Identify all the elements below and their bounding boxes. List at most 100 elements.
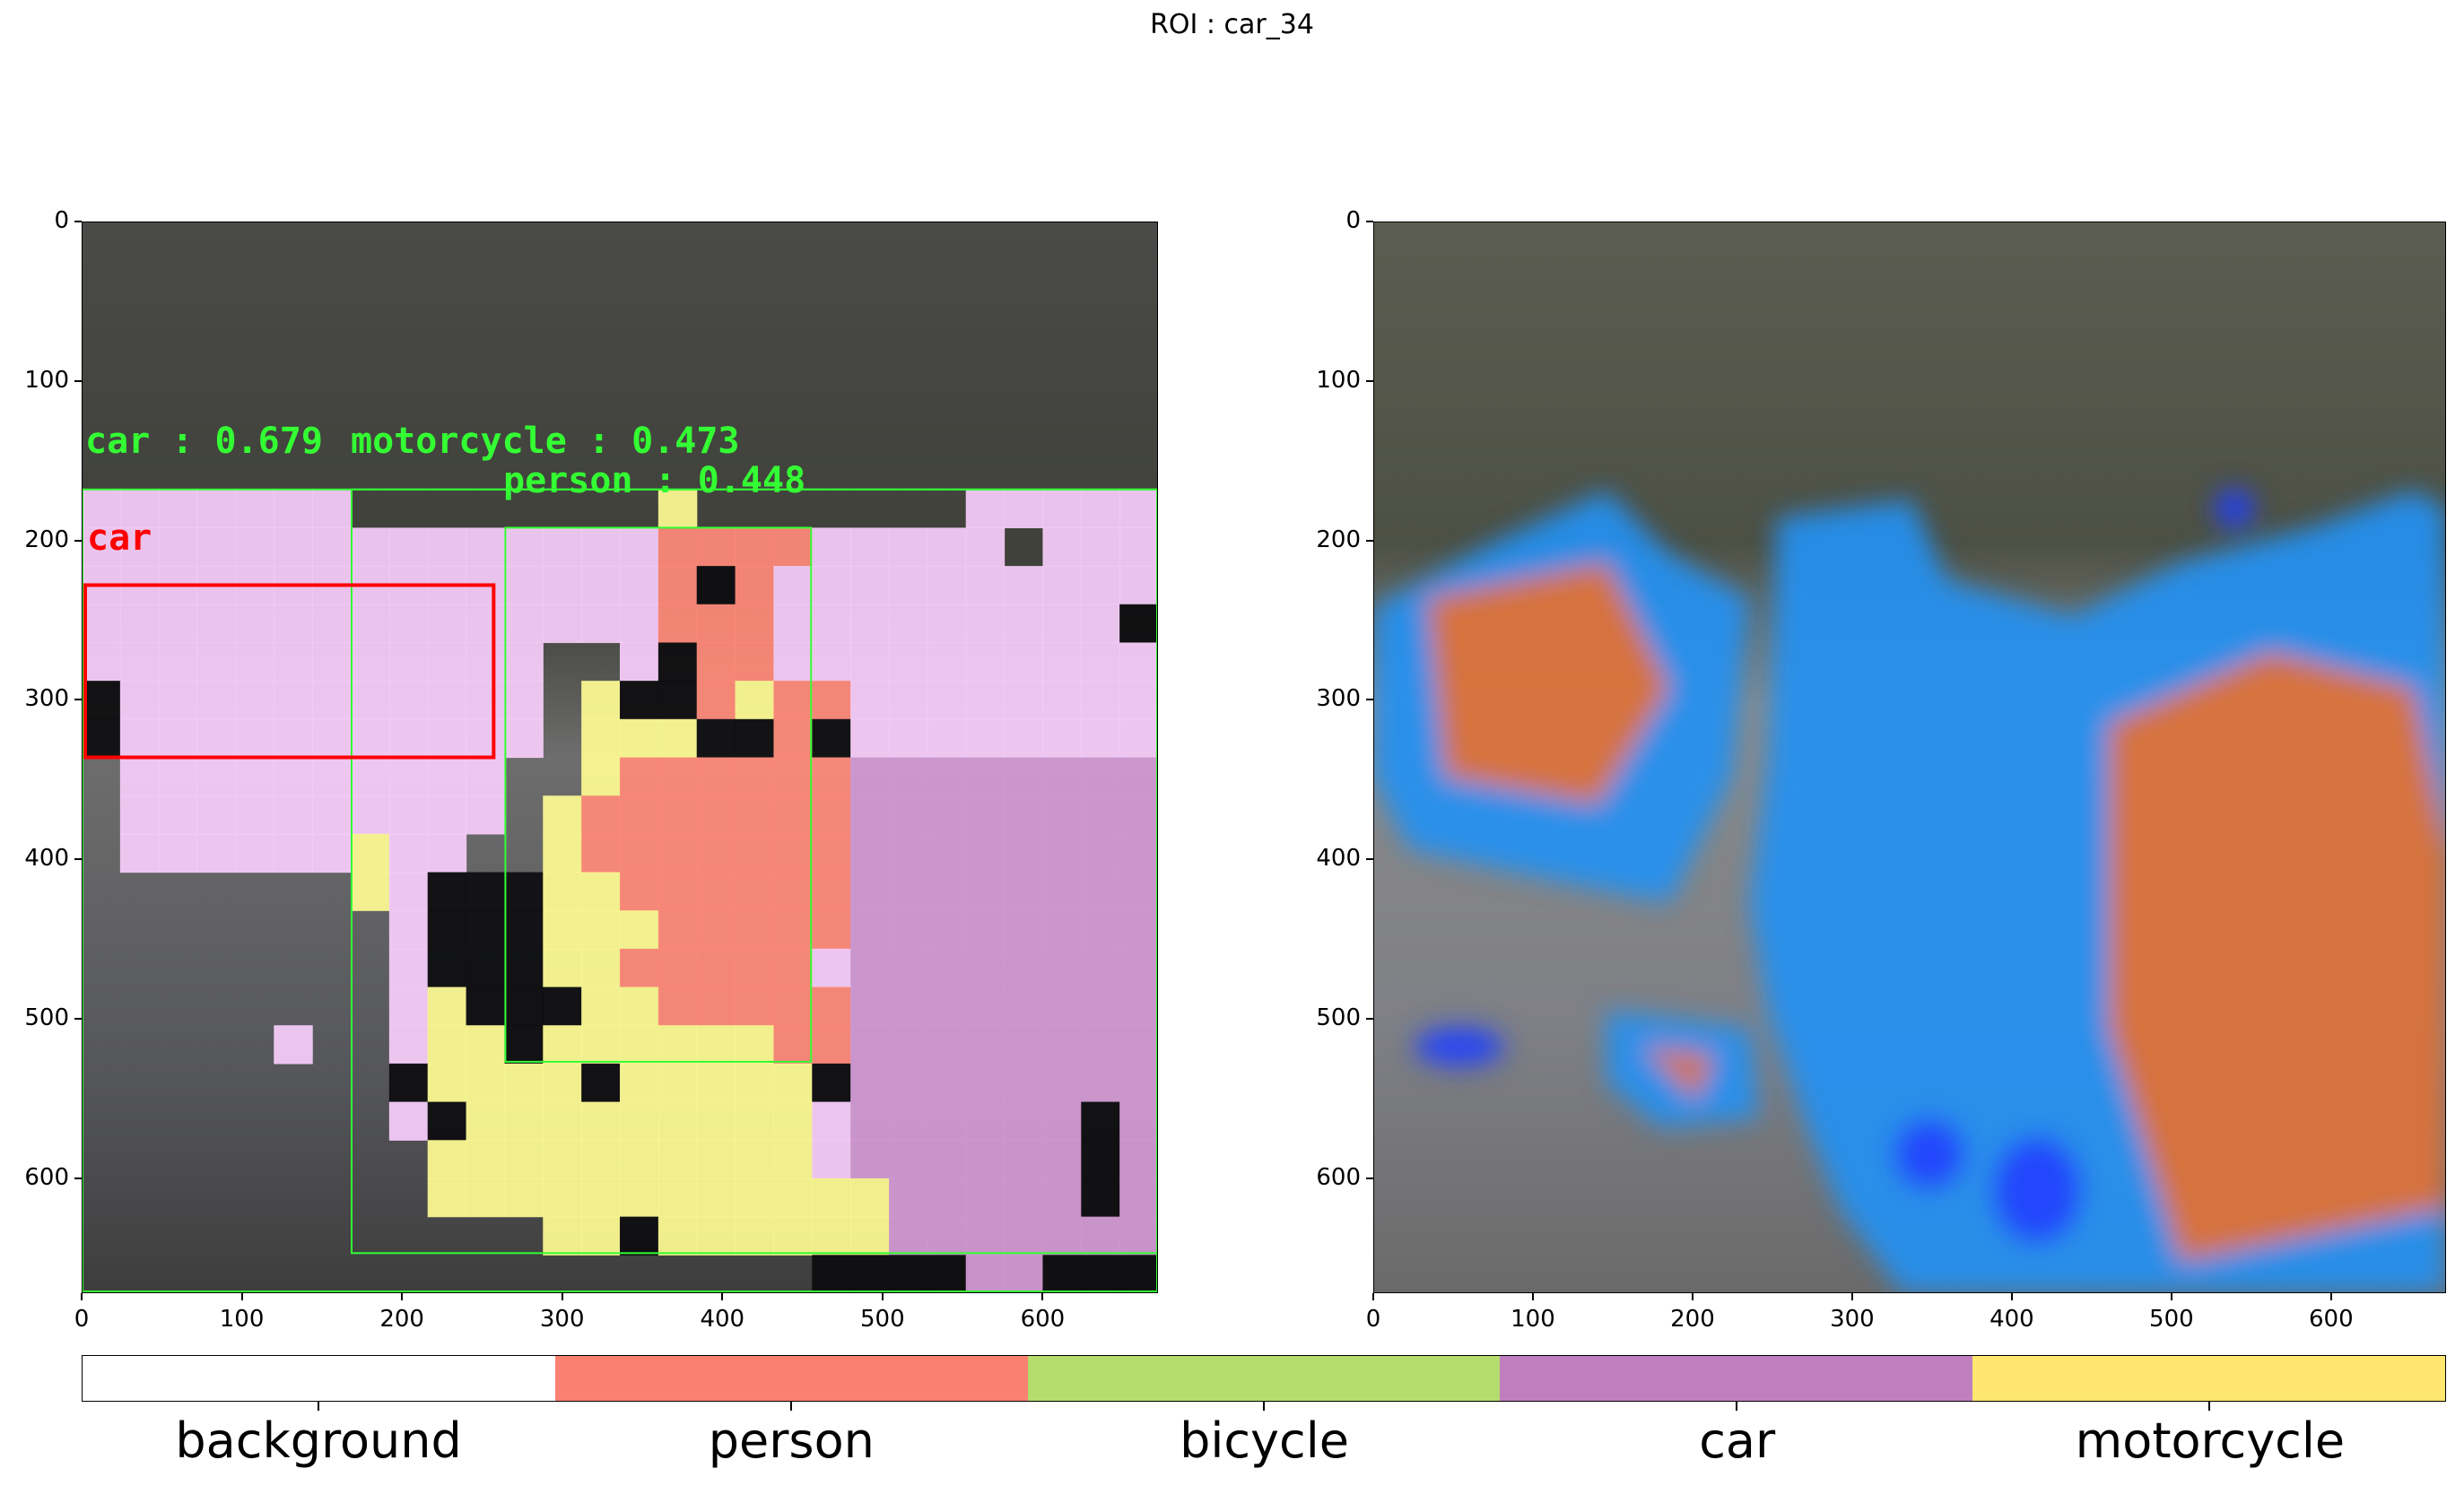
left-xtick-label: 300 — [539, 1306, 585, 1333]
seg-cell-C — [1042, 527, 1082, 567]
seg-cell-P — [735, 910, 775, 950]
seg-cell-C — [1119, 986, 1158, 1026]
seg-cell-C — [927, 872, 967, 911]
right-ytick-label: 500 — [1316, 1004, 1361, 1032]
seg-cell-C — [850, 872, 890, 911]
seg-cell-M — [773, 1216, 813, 1256]
seg-cell-P — [812, 681, 851, 720]
seg-cell-C — [1119, 1063, 1158, 1103]
right-xtick-label: 200 — [1670, 1306, 1715, 1333]
seg-cell-P — [657, 986, 698, 1026]
seg-cell-M — [657, 1025, 698, 1065]
seg-cell-P — [696, 604, 736, 644]
seg-cell-M — [543, 1063, 582, 1103]
seg-cell-P — [696, 872, 736, 911]
seg-cell-M — [657, 1101, 698, 1141]
seg-cell-C — [1004, 1101, 1044, 1141]
seg-cell-K — [1119, 604, 1158, 644]
seg-cell-C — [388, 948, 429, 988]
seg-cell-C — [965, 566, 1006, 605]
seg-cell-K — [82, 681, 121, 720]
seg-cell-C — [965, 489, 1006, 529]
seg-cell-P — [620, 872, 659, 911]
seg-cell-M — [735, 681, 775, 720]
seg-cell-K — [889, 1255, 928, 1293]
heat-blob-1 — [2215, 489, 2254, 528]
seg-cell-C — [1081, 681, 1120, 720]
right-ytick-mark — [1366, 539, 1373, 542]
seg-cell-C — [388, 872, 429, 911]
seg-cell-P — [657, 910, 698, 950]
seg-cell-C — [889, 757, 928, 796]
seg-cell-C — [1119, 1101, 1158, 1141]
right-xtick-mark — [2170, 1293, 2172, 1300]
seg-cell-C — [504, 527, 544, 567]
seg-cell-C — [504, 604, 544, 644]
seg-cell-C — [1042, 872, 1082, 911]
seg-cell-C — [351, 795, 390, 835]
seg-cell-C — [196, 604, 237, 644]
left-ytick-mark — [74, 1018, 82, 1021]
seg-cell-C — [927, 1216, 967, 1256]
right-xtick-mark — [1531, 1293, 1534, 1300]
seg-cell-C — [965, 1255, 1006, 1293]
seg-cell-C — [1119, 1178, 1158, 1218]
seg-cell-C — [388, 681, 429, 720]
seg-cell-P — [620, 795, 659, 835]
left-ytick-mark — [74, 858, 82, 861]
seg-cell-M — [466, 1101, 506, 1141]
seg-cell-M — [735, 1216, 775, 1256]
seg-cell-C — [466, 642, 506, 682]
seg-cell-K — [427, 1101, 467, 1141]
seg-cell-C — [466, 718, 506, 759]
seg-cell-P — [696, 795, 736, 835]
seg-cell-C — [889, 1216, 928, 1256]
seg-cell-K — [1081, 1140, 1120, 1179]
seg-cell-C — [312, 718, 352, 759]
left-ytick-label: 600 — [24, 1163, 69, 1191]
seg-cell-C — [927, 642, 967, 682]
seg-cell-P — [735, 833, 775, 873]
right-xtick-mark — [1850, 1293, 1853, 1300]
seg-cell-P — [657, 948, 698, 988]
left-xtick-mark — [401, 1293, 404, 1300]
seg-cell-C — [1119, 566, 1158, 605]
seg-cell-M — [581, 1178, 621, 1218]
seg-cell-C — [927, 718, 967, 759]
seg-cell-P — [735, 757, 775, 796]
seg-cell-C — [965, 948, 1006, 988]
seg-cell-C — [196, 757, 237, 796]
seg-cell-C — [504, 718, 544, 759]
seg-cell-P — [812, 872, 851, 911]
seg-cell-P — [657, 833, 698, 873]
seg-cell-P — [773, 872, 813, 911]
segmentation-panel: car : 0.679 motorcycle : 0.473 person : 0.… — [82, 222, 1158, 1293]
seg-cell-M — [735, 1063, 775, 1103]
seg-cell-K — [427, 872, 467, 911]
seg-cell-C — [119, 642, 160, 682]
seg-cell-M — [581, 681, 621, 720]
left-xtick-label: 100 — [219, 1306, 265, 1333]
seg-cell-C — [235, 795, 274, 835]
seg-cell-C — [812, 604, 851, 644]
seg-cell-C — [1004, 1063, 1044, 1103]
seg-cell-C — [850, 1063, 890, 1103]
seg-cell-C — [850, 642, 890, 682]
seg-cell-C — [119, 527, 160, 567]
seg-cell-C — [927, 1025, 967, 1065]
seg-cell-C — [927, 527, 967, 567]
seg-cell-C — [1081, 872, 1120, 911]
seg-cell-C — [312, 604, 352, 644]
seg-cell-C — [1119, 1140, 1158, 1179]
seg-cell-C — [850, 910, 890, 950]
seg-cell-C — [388, 910, 429, 950]
seg-cell-C — [1119, 757, 1158, 796]
left-ytick-mark — [74, 379, 82, 382]
seg-cell-C — [889, 910, 928, 950]
seg-cell-P — [773, 948, 813, 988]
seg-cell-K — [504, 948, 544, 988]
left-xtick-mark — [721, 1293, 724, 1300]
seg-cell-M — [773, 1140, 813, 1179]
seg-cell-M — [466, 1063, 506, 1103]
